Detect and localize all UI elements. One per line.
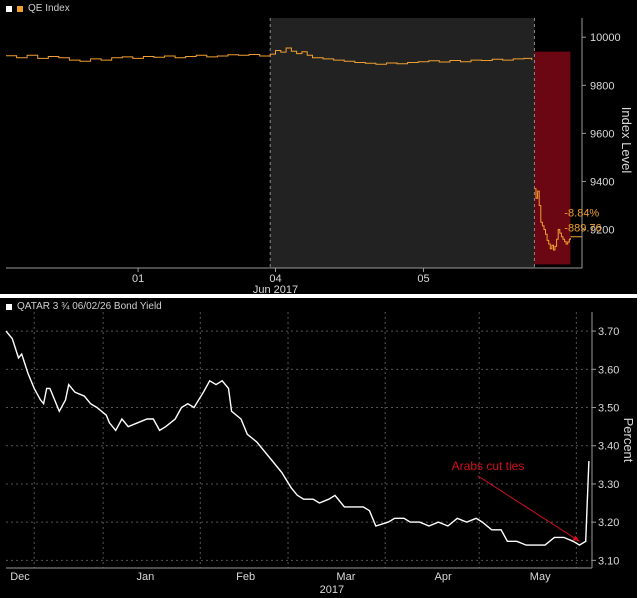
legend-swatch	[6, 5, 12, 12]
y-tick-label: 9600	[590, 128, 614, 140]
x-tick-label: Feb	[236, 571, 255, 583]
bottom-legend-label: QATAR 3 ¾ 06/02/26 Bond Yield	[17, 301, 162, 312]
y-axis-title: Percent	[621, 418, 636, 463]
top-legend-label: QE Index	[28, 3, 70, 14]
legend-swatch	[6, 303, 12, 310]
x-tick-label: Apr	[434, 571, 451, 583]
y-tick-label: 9200	[590, 225, 614, 237]
y-tick-label: 9800	[590, 80, 614, 92]
x-tick-label: Mar	[336, 571, 355, 583]
y-tick-label: 3.10	[598, 555, 619, 567]
top-legend: QE Index	[6, 3, 70, 14]
series-line	[5, 330, 590, 546]
y-axis-title: Index Level	[619, 107, 634, 174]
y-tick-label: 3.40	[598, 441, 619, 453]
bond-yield-svg: 3.10 3.20 3.30 3.40 3.50 3.60 3.70 Percent Dec Ja…	[5, 312, 636, 596]
qe-index-chart: QE Index 9200 9400 9600 9800 10000 Index Leve…	[0, 0, 637, 294]
y-tick-label: 3.50	[598, 403, 619, 415]
x-tick-label: May	[530, 571, 551, 583]
qe-index-svg: 9200 9400 9600 9800 10000 Index Level 01 04 05 Ju…	[6, 18, 634, 294]
x-tick-label: Dec	[10, 571, 30, 583]
session-shade	[270, 18, 535, 268]
annotation-arrow	[477, 475, 580, 542]
y-tick-label: 3.30	[598, 479, 619, 491]
y-tick-label: 9400	[590, 176, 614, 188]
bond-yield-chart: QATAR 3 ¾ 06/02/26 Bond Yield 3.10 3.20 3.…	[0, 298, 637, 598]
event-annotation: Arabs cut ties	[452, 459, 525, 473]
x-tick-label: 04	[269, 273, 281, 285]
x-tick-label: 01	[132, 273, 144, 285]
y-tick-label: 10000	[590, 32, 621, 44]
series-line	[534, 188, 571, 251]
y-tick-label: 3.20	[598, 517, 619, 529]
x-axis-title: Jun 2017	[253, 284, 298, 294]
y-tick-label: 3.70	[598, 326, 619, 338]
series-line	[6, 47, 533, 65]
change-annotation: -889.76	[564, 222, 601, 234]
annotation-arrowhead	[572, 535, 580, 542]
legend-swatch	[17, 5, 23, 12]
x-tick-label: 05	[417, 273, 429, 285]
bottom-legend: QATAR 3 ¾ 06/02/26 Bond Yield	[6, 301, 162, 312]
x-tick-label: Jan	[136, 571, 154, 583]
drop-highlight	[534, 51, 571, 265]
y-tick-label: 3.60	[598, 364, 619, 376]
change-annotation: -8.84%	[564, 207, 599, 219]
x-axis-title: 2017	[320, 584, 344, 596]
